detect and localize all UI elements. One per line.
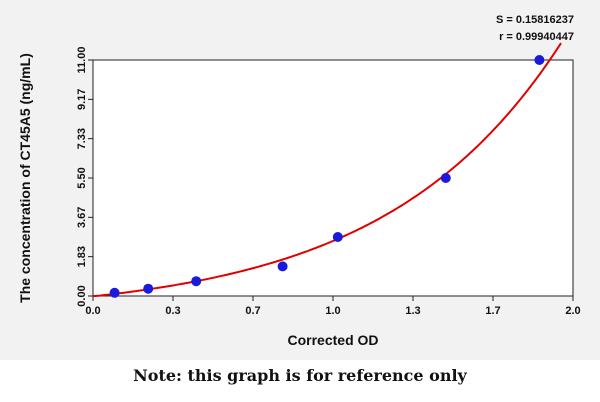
y-tick-label: 1.83 xyxy=(76,246,88,267)
data-point xyxy=(534,55,545,65)
y-tick-label: 5.50 xyxy=(76,167,88,188)
y-tick-label: 11.00 xyxy=(76,47,88,74)
y-tick-label: 0.00 xyxy=(76,285,88,306)
chart-figure: 0.0 0.3 0.7 1.0 1.3 1.7 2.0 0.00 1.83 3.67 5.50 7.… xyxy=(0,0,600,360)
data-point xyxy=(191,276,202,287)
x-tick-label: 2.0 xyxy=(565,305,580,317)
data-point xyxy=(440,173,451,183)
x-tick-label: 1.3 xyxy=(405,305,420,317)
fit-curve-group xyxy=(93,42,562,297)
x-tick-label: 0.3 xyxy=(165,305,180,317)
x-tick-label: 0.7 xyxy=(245,305,260,317)
y-axis-ticks: 0.00 1.83 3.67 5.50 7.33 9.17 11.00 xyxy=(76,47,93,307)
y-tick-label: 7.33 xyxy=(76,128,88,149)
x-tick-label: 1.7 xyxy=(485,305,500,317)
data-point xyxy=(332,232,343,242)
plot-area xyxy=(92,59,574,297)
data-point xyxy=(109,287,120,298)
fit-curve xyxy=(93,42,562,297)
standard-curve-chart: 0.0 0.3 0.7 1.0 1.3 1.7 2.0 0.00 1.83 3.67 5.50 7.… xyxy=(17,14,581,348)
data-point xyxy=(277,261,288,272)
reference-note: Note: this graph is for reference only xyxy=(133,366,467,385)
x-tick-label: 0.0 xyxy=(85,305,100,317)
y-axis-label: The concentration of CT45A5 (ng/mL) xyxy=(17,53,33,303)
y-tick-label: 3.67 xyxy=(76,207,88,228)
data-points xyxy=(109,55,545,298)
r-value-annotation: r = 0.99940447 xyxy=(499,31,574,43)
s-value-annotation: S = 0.15816237 xyxy=(496,14,574,26)
data-point xyxy=(143,283,154,294)
x-tick-label: 1.0 xyxy=(325,305,340,317)
y-tick-label: 9.17 xyxy=(76,89,88,110)
x-axis-label: Corrected OD xyxy=(287,332,378,348)
x-axis-ticks: 0.0 0.3 0.7 1.0 1.3 1.7 2.0 xyxy=(85,296,581,317)
